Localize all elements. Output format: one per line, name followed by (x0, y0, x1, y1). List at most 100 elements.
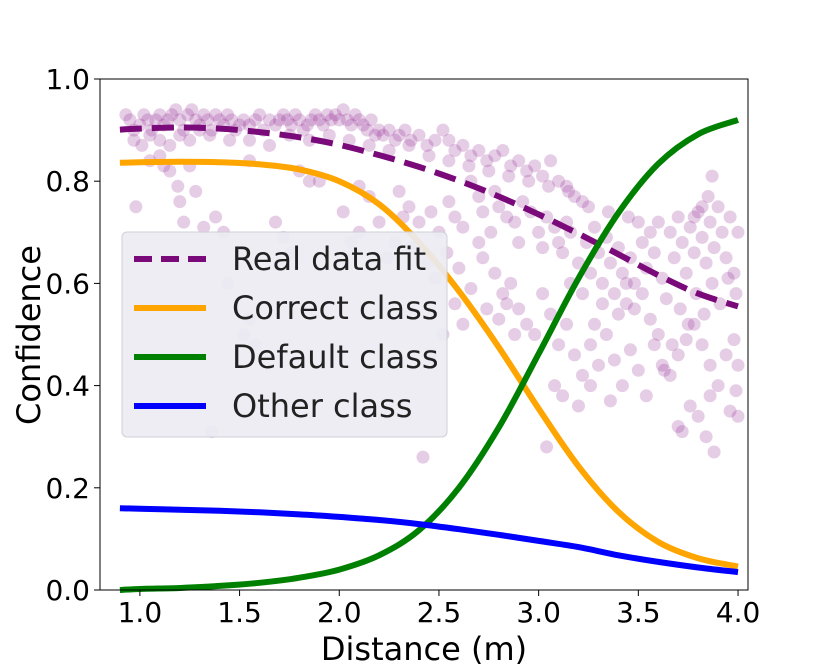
scatter-point-155 (512, 236, 525, 249)
scatter-point-139 (393, 185, 406, 198)
y-tick-label: 0.8 (45, 165, 90, 198)
scatter-point-196 (696, 231, 709, 244)
scatter-point-185 (652, 216, 665, 229)
scatter-point-163 (556, 246, 569, 259)
scatter-point-224 (584, 338, 597, 351)
legend-label-default-class: Default class (232, 338, 439, 376)
scatter-point-76 (472, 144, 485, 157)
x-tick-label: 4.0 (716, 596, 761, 629)
scatter-point-226 (600, 328, 613, 341)
scatter-point-251 (692, 410, 705, 423)
scatter-point-265 (584, 379, 597, 392)
scatter-point-117 (582, 200, 595, 213)
scatter-point-223 (576, 369, 589, 382)
scatter-point-106 (363, 139, 376, 152)
scatter-point-279 (508, 328, 521, 341)
scatter-point-267 (556, 389, 569, 402)
scatter-point-258 (698, 308, 711, 321)
scatter-point-208 (696, 200, 709, 213)
scatter-point-189 (668, 251, 681, 264)
scatter-point-115 (542, 180, 555, 193)
scatter-point-284 (612, 308, 625, 321)
scatter-point-190 (672, 211, 685, 224)
scatter-point-201 (716, 226, 729, 239)
scatter-point-101 (263, 139, 276, 152)
x-tick-label: 3.5 (616, 596, 661, 629)
scatter-point-171 (596, 277, 609, 290)
scatter-point-124 (173, 195, 186, 208)
scatter-point-301 (373, 216, 386, 229)
y-axis-title: Confidence (10, 245, 48, 425)
scatter-point-221 (560, 318, 573, 331)
scatter-point-253 (658, 364, 671, 377)
scatter-point-96 (183, 134, 196, 147)
x-tick-label: 2.5 (417, 596, 462, 629)
scatter-point-222 (568, 348, 581, 361)
scatter-point-149 (476, 205, 489, 218)
scatter-point-83 (528, 159, 541, 172)
scatter-point-197 (700, 257, 713, 270)
scatter-point-123 (171, 180, 184, 193)
scatter-point-236 (680, 333, 693, 346)
scatter-point-150 (484, 226, 497, 239)
scatter-point-198 (704, 216, 717, 229)
scatter-point-289 (652, 328, 665, 341)
x-tick-label: 2.0 (317, 596, 362, 629)
scatter-point-152 (492, 200, 505, 213)
scatter-point-262 (730, 287, 743, 300)
scatter-point-205 (732, 226, 745, 239)
legend: Real data fitCorrect classDefault classO… (122, 232, 447, 437)
scatter-point-273 (448, 297, 461, 310)
scatter-point-218 (536, 287, 549, 300)
scatter-point-287 (636, 287, 649, 300)
scatter-point-159 (536, 241, 549, 254)
scatter-point-169 (588, 221, 601, 234)
scatter-point-110 (442, 154, 455, 167)
confidence-chart: 1.0 1.5 2.0 2.5 3.0 3.5 4.0 0.00.20.40.60.81.0… (0, 0, 830, 664)
scatter-point-70 (429, 134, 442, 147)
scatter-point-116 (562, 185, 575, 198)
scatter-point-187 (660, 292, 673, 305)
y-tick-label: 0.0 (45, 574, 90, 607)
scatter-point-210 (472, 236, 485, 249)
scatter-point-278 (500, 297, 513, 310)
scatter-point-111 (462, 159, 475, 172)
scatter-point-241 (720, 348, 733, 361)
scatter-point-255 (674, 302, 687, 315)
x-tick-label: 1.0 (118, 596, 163, 629)
scatter-point-154 (508, 216, 521, 229)
scatter-point-220 (552, 338, 565, 351)
scatter-point-274 (456, 318, 469, 331)
y-axis-ticks: 0.0 0.2 0.4 0.6 0.8 1.0 (45, 63, 100, 607)
scatter-point-114 (522, 175, 535, 188)
scatter-point-259 (706, 277, 719, 290)
x-axis-title: Distance (m) (321, 630, 527, 664)
scatter-point-194 (688, 246, 701, 259)
scatter-point-309 (452, 262, 465, 275)
scatter-point-252 (704, 389, 717, 402)
legend-label-correct-class: Correct class (232, 289, 438, 327)
scatter-point-227 (608, 354, 621, 367)
scatter-point-100 (243, 134, 256, 147)
scatter-point-108 (403, 139, 416, 152)
scatter-point-239 (704, 359, 717, 372)
scatter-point-276 (480, 302, 493, 315)
scatter-point-238 (696, 338, 709, 351)
scatter-point-212 (488, 267, 501, 280)
scatter-point-173 (604, 257, 617, 270)
scatter-point-269 (540, 440, 553, 453)
scatter-point-122 (163, 165, 176, 178)
scatter-point-91 (135, 139, 148, 152)
scatter-point-281 (576, 287, 589, 300)
scatter-point-266 (572, 400, 585, 413)
scatter-point-295 (269, 216, 282, 229)
scatter-point-270 (417, 451, 430, 464)
scatter-point-85 (544, 154, 557, 167)
scatter-point-109 (423, 149, 436, 162)
scatter-point-246 (684, 400, 697, 413)
scatter-point-192 (680, 267, 693, 280)
scatter-point-240 (712, 379, 725, 392)
scatter-point-243 (732, 359, 745, 372)
scatter-point-254 (666, 338, 679, 351)
y-tick-label: 1.0 (45, 63, 90, 96)
